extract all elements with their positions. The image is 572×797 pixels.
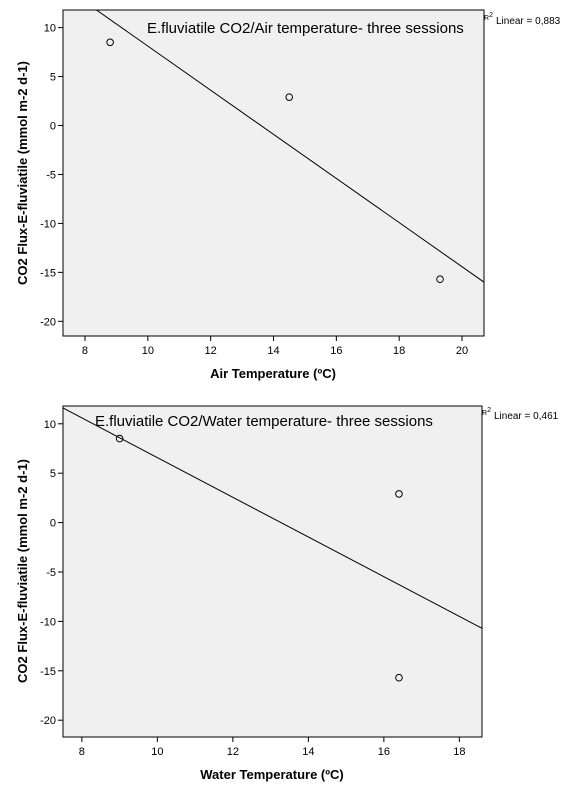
plot-area [62,9,485,337]
air-temperature-chart: 8 10 12 14 16 18 20 10 5 0 -5 -10 -15 -20 E.fluviatil… [15,9,561,381]
r2-superscript: 2 [487,407,491,414]
chart-marks: 8 10 12 14 16 18 20 10 5 0 -5 -10 -15 -20 [40,10,484,357]
data-point [106,38,114,47]
y-tick-label: 0 [50,121,56,133]
r2-value: Linear = 0,883 [496,16,561,27]
plot-area [62,405,483,738]
r2-label: R2Linear = 0,883 [484,12,561,27]
x-axis-title: Water Temperature (ºC) [200,767,343,782]
y-tick-label: -10 [40,616,56,628]
y-axis-title: CO2 Flux-E-fluviatile (mmol m-2 d-1) [15,61,30,285]
x-tick-label: 18 [453,746,465,758]
chart-marks: 8 10 12 14 16 18 10 5 0 -5 -10 -15 -20 [40,407,482,758]
r2-label: R2Linear = 0,461 [482,407,559,422]
y-tick-label: 10 [44,23,56,35]
data-point [115,434,124,443]
x-tick-label: 12 [227,746,239,758]
y-tick-label: 0 [50,518,56,530]
y-tick-label: 5 [50,468,56,480]
x-tick-label: 16 [330,345,342,357]
y-tick-label: 10 [44,419,56,431]
x-tick-label: 14 [267,345,279,357]
x-tick-label: 10 [142,345,154,357]
x-tick-label: 8 [79,746,85,758]
x-axis-title: Air Temperature (ºC) [210,366,336,381]
x-tick-label: 12 [205,345,217,357]
r2-prefix: R [482,410,487,417]
linear-fit-line [95,10,484,283]
y-tick-label: -15 [40,666,56,678]
r2-superscript: 2 [489,12,493,19]
linear-fit-line [63,407,482,629]
x-tick-label: 14 [302,746,314,758]
x-tick-label: 8 [82,345,88,357]
y-tick-label: -20 [40,316,56,328]
y-tick-label: -15 [40,267,56,279]
x-tick-label: 20 [456,345,468,357]
y-tick-label: -20 [40,715,56,727]
data-point [285,93,294,101]
r2-value: Linear = 0,461 [494,411,559,422]
y-tick-label: -10 [40,218,56,230]
data-point [436,275,444,284]
water-temperature-chart: 8 10 12 14 16 18 10 5 0 -5 -10 -15 -20 E.fluviatile … [15,405,559,782]
y-axis-title: CO2 Flux-E-fluviatile (mmol m-2 d-1) [15,459,30,683]
y-tick-label: -5 [46,169,56,181]
x-tick-label: 10 [151,746,163,758]
data-point [395,673,403,682]
y-tick-label: 5 [50,72,56,84]
x-tick-label: 16 [378,746,390,758]
x-tick-label: 18 [393,345,405,357]
data-point [395,490,403,498]
chart-title: E.fluviatile CO2/Air temperature- three … [147,20,464,37]
y-tick-label: -5 [46,567,56,579]
r2-prefix: R [484,15,489,22]
chart-title: E.fluviatile CO2/Water temperature- thre… [95,413,433,430]
